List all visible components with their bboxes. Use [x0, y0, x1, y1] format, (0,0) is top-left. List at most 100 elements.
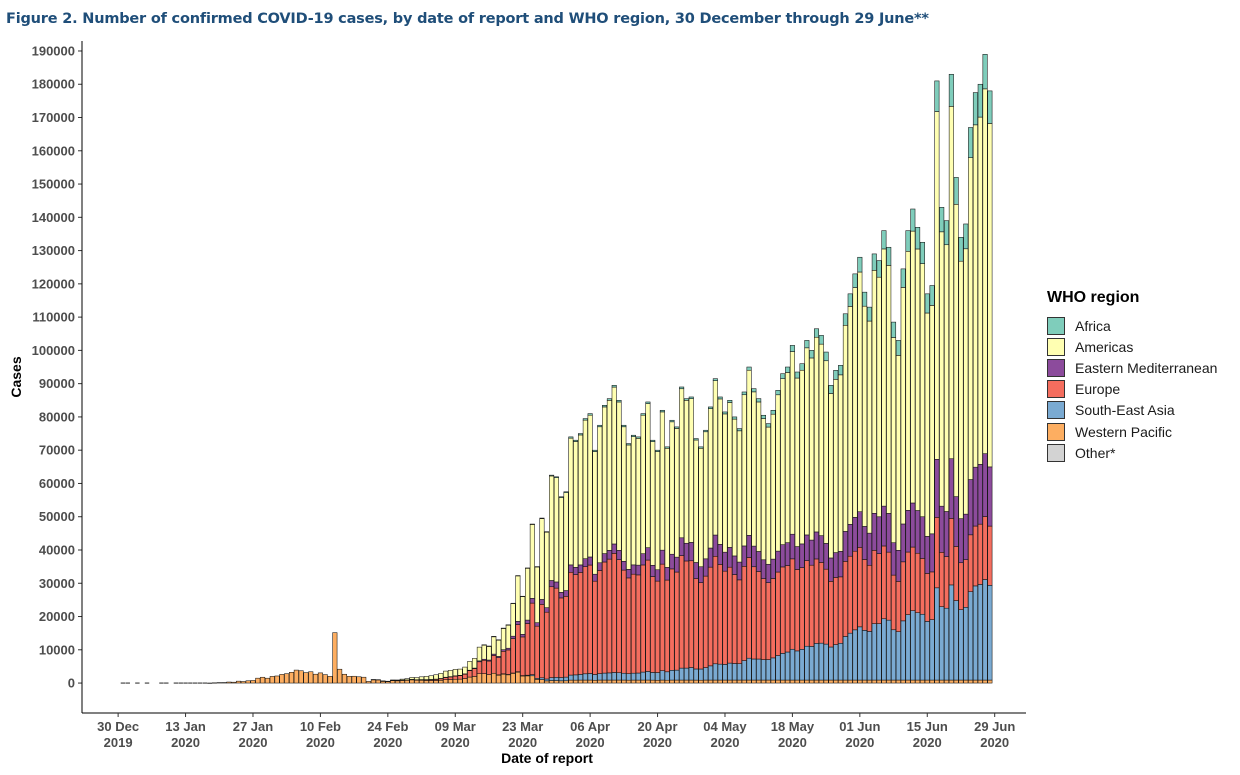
bar-segment	[944, 244, 950, 512]
x-tick-year: 2020	[306, 735, 335, 750]
bar-segment	[780, 679, 786, 684]
bar-segment	[577, 572, 583, 675]
bar-segment	[977, 679, 983, 684]
bar-segment	[847, 306, 853, 525]
bar-segment	[732, 416, 738, 420]
bar-segment	[939, 207, 945, 233]
bar-segment	[944, 220, 950, 246]
legend-swatch	[1047, 358, 1065, 377]
bar-segment	[510, 638, 516, 674]
bar-segment	[842, 636, 848, 681]
bar-segment	[472, 668, 478, 677]
bar-segment	[327, 676, 333, 684]
bar-segment	[982, 88, 988, 454]
bar-segment	[414, 677, 420, 681]
bar-segment	[765, 426, 771, 565]
bar-segment	[337, 668, 343, 684]
bar-segment	[597, 570, 603, 674]
bar-segment	[794, 650, 800, 681]
bar-segment	[423, 676, 429, 680]
bar-segment	[919, 679, 925, 684]
x-tick-year: 2019	[104, 735, 133, 750]
bar-segment	[905, 679, 911, 684]
bar-segment	[939, 505, 945, 553]
bar-segment	[298, 670, 304, 684]
bar-segment	[746, 657, 752, 681]
bar-segment	[640, 553, 646, 566]
bar-segment	[963, 513, 969, 560]
bar-segment	[606, 550, 612, 560]
bar-segment	[674, 426, 680, 429]
bar-segment	[712, 378, 718, 381]
bar-segment	[833, 379, 839, 553]
bar-segment	[934, 80, 940, 112]
x-tick-year: 2020	[508, 735, 537, 750]
bar-segment	[842, 679, 848, 684]
bar-segment	[804, 645, 810, 681]
bar-segment	[881, 230, 887, 250]
bar-segment	[640, 564, 646, 673]
bar-segment	[433, 680, 439, 684]
bar-segment	[630, 564, 636, 575]
bar-segment	[789, 679, 795, 684]
bar-segment	[712, 556, 718, 665]
bar-segment	[900, 620, 906, 681]
y-tick-label: 40000	[39, 542, 75, 557]
bar-segment	[910, 208, 916, 232]
bar-segment	[394, 679, 400, 681]
bar-segment	[712, 380, 718, 536]
y-axis-ticks: 0 10000 20000 30000 40000 50000 60000 70000 8000…	[32, 43, 82, 691]
bar-segment	[838, 642, 844, 681]
bar-segment	[688, 560, 694, 668]
bar-segment	[592, 449, 598, 452]
bar-segment	[741, 660, 747, 681]
bar-segment	[447, 679, 453, 684]
bar-segment	[823, 360, 829, 544]
bar-segment	[496, 657, 502, 676]
bar-segment	[842, 313, 848, 326]
bar-segment	[828, 393, 834, 559]
bar-segment	[799, 543, 805, 568]
bar-segment	[789, 351, 795, 535]
bar-segment	[529, 602, 535, 675]
bar-segment	[606, 400, 612, 551]
bar-segment	[664, 679, 670, 684]
bar-segment	[828, 646, 834, 681]
bar-segment	[645, 671, 651, 681]
bar-segment	[563, 492, 569, 591]
bar-segment	[919, 613, 925, 681]
legend-label: Africa	[1075, 317, 1111, 334]
bar-segment	[679, 537, 685, 556]
bar-segment	[626, 679, 632, 684]
bar-segment	[761, 578, 767, 660]
bar-segment	[539, 517, 545, 519]
bar-segment	[905, 510, 911, 553]
bar-segment	[915, 612, 921, 681]
bar-segment	[698, 566, 704, 583]
bar-segment	[789, 345, 795, 352]
bar-segment	[727, 662, 733, 681]
bar-segment	[977, 464, 983, 525]
bar-segment	[447, 670, 453, 677]
bar-segment	[722, 551, 728, 572]
bar-segment	[549, 474, 555, 477]
bar-segment	[452, 669, 458, 677]
bar-segment	[804, 340, 810, 349]
bar-segment	[919, 241, 925, 264]
y-tick-label: 180000	[32, 77, 75, 92]
legend-item: Eastern Mediterranean	[1047, 357, 1217, 378]
y-tick-label: 160000	[32, 143, 75, 158]
bar-segment	[780, 373, 786, 379]
bar-segment	[529, 524, 535, 599]
bar-segment	[688, 396, 694, 399]
bar-segment	[669, 553, 675, 570]
bar-segment	[775, 390, 781, 396]
bar-segment	[655, 580, 661, 673]
bar-segment	[866, 532, 872, 566]
x-tick-label: 20 Apr	[638, 719, 678, 734]
bar-segment	[809, 564, 815, 647]
bar-segment	[972, 124, 978, 468]
bar-segment	[688, 679, 694, 684]
bar-segment	[703, 679, 709, 684]
